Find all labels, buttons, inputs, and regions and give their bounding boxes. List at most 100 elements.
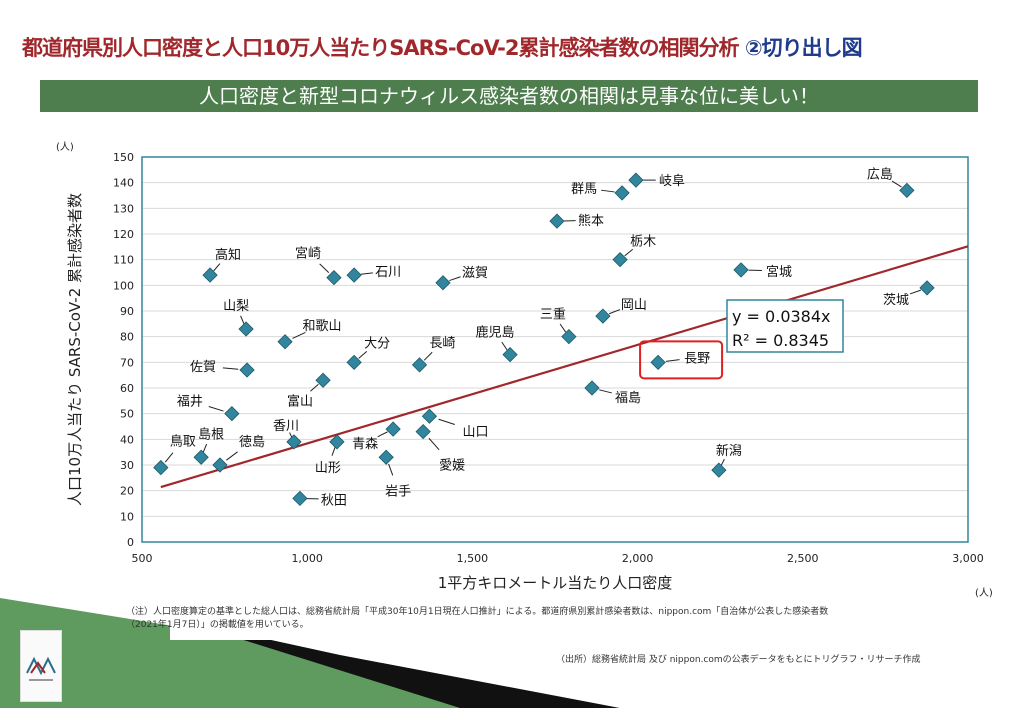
title-main: 都道府県別人口密度と人口10万人当たりSARS-CoV-2累計感染者数の相関分析 (22, 36, 739, 60)
x-tick-label: 2,000 (622, 552, 654, 565)
plot-area (141, 156, 969, 543)
data-point (326, 269, 342, 286)
leader-line (423, 351, 433, 361)
leader-line (624, 248, 634, 257)
point-label: 島根 (198, 427, 224, 442)
y-tick-label: 40 (120, 433, 134, 446)
data-point (435, 275, 451, 291)
headline-banner: 人口密度と新型コロナウィルス感染者数の相関は見事な位に美しい！ (40, 80, 978, 112)
point-label: 和歌山 (303, 319, 342, 334)
leader-line (319, 263, 330, 273)
data-point (415, 423, 431, 440)
data-point (385, 421, 401, 437)
y-unit-label: (人) (56, 141, 74, 153)
leader-line (601, 189, 615, 193)
x-tick-label: 500 (132, 552, 153, 565)
data-point (346, 267, 362, 283)
y-tick-label: 60 (120, 382, 134, 395)
leader-line (428, 437, 440, 451)
footnote-line: （注）人口密度算定の基準とした総人口は、総務省統計局「平成30年10月1日現在人… (126, 607, 829, 617)
point-label: 愛媛 (439, 459, 465, 474)
leader-line (164, 452, 174, 463)
data-point (584, 380, 600, 396)
y-tick-label: 150 (113, 151, 134, 164)
point-label: 熊本 (578, 213, 604, 229)
point-label: 岡山 (621, 298, 647, 313)
data-point (421, 408, 438, 424)
y-tick-label: 120 (113, 228, 134, 241)
footnote-line: （2021年1月7日）」の掲載値を用いている。 (126, 620, 309, 630)
data-point (329, 434, 345, 450)
data-point (899, 182, 915, 199)
leader-line (292, 331, 306, 339)
leader-line (559, 323, 567, 333)
leader-line (501, 341, 508, 351)
leader-line (202, 443, 208, 453)
point-label: 宮崎 (295, 246, 321, 262)
leader-line (358, 350, 368, 359)
point-label: 徳島 (239, 435, 265, 450)
point-label: 群馬 (571, 182, 597, 197)
point-label: 岐阜 (659, 173, 685, 189)
point-label: 栃木 (630, 235, 656, 250)
point-label: 新潟 (716, 443, 742, 459)
x-tick-label: 3,000 (952, 552, 984, 565)
leader-line (377, 431, 388, 438)
data-point (346, 354, 362, 370)
point-label: 石川 (375, 265, 401, 280)
x-axis-label: 1平方キロメートル当たり人口密度 (438, 574, 673, 592)
data-point (224, 406, 240, 422)
company-logo (20, 630, 62, 702)
data-point (411, 357, 428, 373)
leader-line (360, 272, 373, 275)
y-tick-label: 10 (120, 510, 134, 523)
point-label: 鳥取 (170, 435, 196, 450)
data-point (733, 262, 749, 278)
data-point (650, 354, 666, 370)
leader-line (449, 276, 461, 282)
x-tick-label: 1,000 (291, 552, 323, 565)
page-title: 都道府県別人口密度と人口10万人当たりSARS-CoV-2累計感染者数の相関分析… (22, 32, 863, 62)
data-point (292, 490, 308, 507)
leader-line (438, 418, 455, 425)
y-tick-label: 80 (120, 331, 134, 344)
x-tick-label: 2,500 (787, 552, 819, 565)
leader-line (226, 451, 238, 461)
point-label: 茨城 (883, 293, 909, 308)
data-point (239, 362, 255, 378)
footnote: （注）人口密度算定の基準とした総人口は、総務省統計局「平成30年10月1日現在人… (126, 606, 946, 632)
point-label: 福井 (177, 395, 203, 410)
y-tick-label: 110 (113, 254, 134, 267)
point-label: 山形 (315, 461, 341, 476)
leader-line (240, 315, 245, 325)
y-tick-label: 20 (120, 485, 134, 498)
y-tick-label: 90 (120, 305, 134, 318)
equation-box (726, 299, 844, 353)
leader-line (599, 389, 612, 394)
point-label: 大分 (364, 336, 390, 351)
leader-line (208, 406, 224, 412)
data-point (193, 449, 209, 465)
data-point (628, 172, 644, 188)
point-label: 佐賀 (190, 360, 216, 375)
point-label: 滋賀 (462, 266, 488, 281)
point-label: 高知 (215, 247, 241, 263)
data-point (711, 462, 727, 478)
point-label: 鹿児島 (476, 325, 515, 341)
data-point (561, 329, 577, 345)
data-point (614, 185, 630, 201)
point-label: 山口 (462, 425, 488, 440)
leader-line (310, 383, 319, 392)
point-label: 岩手 (385, 484, 411, 499)
data-point (378, 449, 394, 465)
data-point (919, 280, 935, 296)
data-point (502, 346, 518, 363)
y-tick-label: 30 (120, 459, 134, 472)
point-label: 青森 (352, 437, 378, 452)
data-point (315, 372, 331, 388)
y-tick-label: 140 (113, 177, 134, 190)
y-tick-label: 130 (113, 202, 134, 215)
data-point (153, 459, 169, 476)
title-sub: ②切り出し図 (744, 36, 863, 60)
